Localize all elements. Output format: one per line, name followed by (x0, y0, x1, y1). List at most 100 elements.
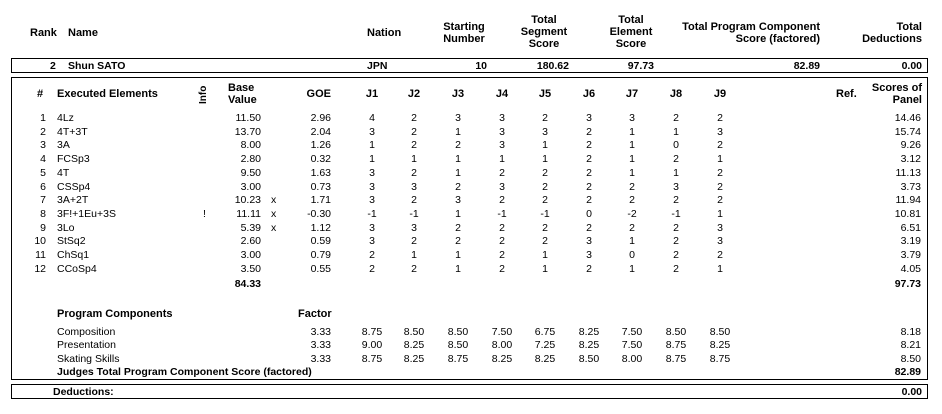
deductions-value: 0.00 (901, 386, 922, 398)
component-judge-3: 8.50 (447, 326, 469, 338)
col-judge-4: J4 (495, 88, 509, 100)
col-judge-8: J8 (669, 88, 683, 100)
element-name: 3A (57, 139, 70, 152)
element-judge-2: 1 (411, 249, 417, 261)
element-row: 12 CCoSp4 3.50 0.55 2 2 1 2 1 2 1 2 1 4.05 (0, 263, 942, 276)
element-row: 1 4Lz 11.50 2.96 4 2 3 3 2 3 3 2 2 14.46 (0, 112, 942, 125)
element-judge-5: 2 (542, 194, 548, 207)
element-row: 9 3Lo 5.39 x 1.12 3 3 2 2 2 2 2 2 3 6.51 (0, 222, 942, 235)
element-goe: 0.79 (310, 249, 331, 261)
component-judge-1: 8.75 (361, 352, 383, 365)
element-judge-3: 1 (455, 262, 461, 275)
element-judge-2: 3 (411, 180, 417, 193)
element-judge-4: -1 (497, 207, 507, 220)
element-number: 6 (40, 180, 46, 193)
component-judge-3: 8.50 (447, 339, 469, 352)
element-base-value: 8.00 (240, 139, 261, 152)
element-judge-4: 2 (499, 194, 505, 207)
header-rank: Rank (30, 27, 57, 39)
component-judge-6: 8.50 (578, 352, 600, 365)
component-judge-9: 8.75 (709, 352, 731, 365)
element-judge-8: 0 (673, 139, 679, 152)
element-judge-3: 2 (455, 221, 461, 234)
component-judge-2: 8.25 (403, 352, 425, 365)
element-judge-4: 1 (499, 153, 505, 166)
element-judge-3: 1 (455, 207, 461, 220)
element-judge-5: 2 (542, 221, 548, 234)
element-judge-8: 3 (673, 180, 679, 193)
element-number: 2 (40, 125, 46, 138)
element-judge-6: 3 (586, 112, 592, 124)
element-bonus-mark: x (271, 221, 277, 234)
element-judge-2: 2 (411, 139, 417, 152)
component-judge-7: 8.00 (621, 352, 643, 365)
element-judge-9: 2 (717, 166, 723, 179)
component-factor: 3.33 (310, 339, 331, 352)
skater-starting-number: 10 (475, 60, 487, 72)
component-judge-9: 8.25 (709, 339, 731, 352)
element-judge-7: 2 (629, 180, 635, 193)
element-base-value: 3.50 (240, 262, 261, 275)
element-name: 3Lo (57, 221, 75, 234)
element-base-value: 13.70 (234, 125, 261, 138)
element-number: 3 (40, 139, 46, 152)
element-judge-8: -1 (671, 207, 681, 220)
element-judge-4: 2 (499, 235, 505, 248)
element-judge-5: 2 (542, 180, 548, 193)
element-judge-2: 1 (411, 153, 417, 166)
element-goe: 1.26 (310, 139, 331, 152)
element-name: ChSq1 (57, 249, 90, 261)
element-judge-3: 1 (455, 166, 461, 179)
element-judge-7: 2 (629, 221, 635, 234)
element-judge-1: 3 (369, 180, 375, 193)
element-judge-9: 3 (717, 125, 723, 138)
header-name: Name (68, 27, 98, 39)
element-goe: 2.96 (310, 112, 331, 124)
header-segment-score: Total Segment Score (520, 14, 568, 50)
element-judge-8: 2 (673, 194, 679, 207)
col-scores-of-panel: Scores of Panel (871, 82, 922, 106)
col-judge-3: J3 (451, 88, 465, 100)
element-judge-7: 1 (629, 139, 635, 152)
element-name: 3A+2T (57, 194, 89, 207)
element-judge-6: 2 (586, 194, 592, 207)
element-judge-8: 1 (673, 166, 679, 179)
deductions-footer: Deductions: 0.00 (11, 384, 928, 399)
component-judge-5: 8.25 (534, 352, 556, 365)
element-name: 3F!+1Eu+3S (57, 207, 116, 220)
col-judge-6: J6 (582, 88, 596, 100)
components-factor-header: Factor (298, 308, 332, 320)
element-judge-3: 1 (455, 153, 461, 166)
element-judge-3: 3 (455, 194, 461, 207)
element-name: CSSp4 (57, 180, 91, 193)
element-judge-5: 3 (542, 125, 548, 138)
skater-nation: JPN (367, 60, 388, 72)
element-panel-score: 11.13 (895, 166, 922, 179)
element-judge-6: 2 (586, 125, 592, 138)
element-base-value: 11.11 (236, 207, 261, 220)
element-number: 5 (40, 166, 46, 179)
element-judge-2: -1 (409, 207, 419, 220)
element-judge-9: 2 (717, 194, 723, 207)
element-goe: 0.32 (310, 153, 331, 166)
col-judge-2: J2 (407, 88, 421, 100)
element-row: 10 StSq2 2.60 0.59 3 2 2 2 2 3 1 2 3 3.19 (0, 235, 942, 248)
summary-row: 2 Shun SATO JPN 10 180.62 97.73 82.89 0.… (11, 58, 928, 73)
element-judge-7: 3 (629, 112, 635, 124)
col-num: # (37, 88, 44, 100)
element-bonus-mark: x (271, 207, 277, 220)
element-judge-1: 3 (369, 221, 375, 234)
skater-segment-score: 180.62 (536, 60, 569, 72)
element-judge-2: 2 (411, 166, 417, 179)
component-name: Skating Skills (57, 352, 120, 365)
element-judge-1: 1 (369, 153, 375, 166)
element-judge-3: 1 (455, 249, 461, 261)
element-judge-7: 1 (629, 235, 635, 248)
components-title: Program Components (57, 308, 173, 320)
element-panel-score: 15.74 (894, 125, 921, 138)
element-base-value: 2.80 (240, 153, 261, 166)
element-judge-4: 3 (499, 125, 505, 138)
element-judge-9: 3 (717, 235, 723, 248)
element-judge-8: 2 (673, 249, 679, 261)
element-judge-9: 1 (717, 153, 723, 166)
